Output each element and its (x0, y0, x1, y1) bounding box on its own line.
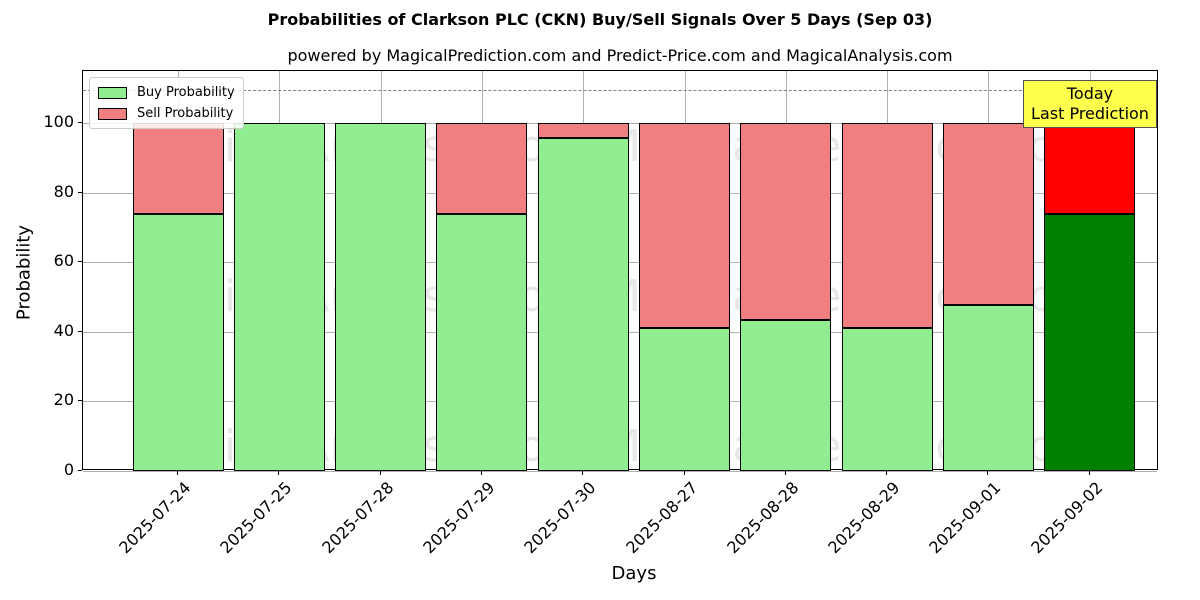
buy-bar (841, 328, 933, 471)
x-tick-label: 2025-09-01 (925, 478, 1005, 558)
x-tick-mark (886, 470, 888, 475)
y-axis-title: Probability (13, 224, 35, 321)
y-tick-mark (78, 261, 82, 263)
buy-bar (1044, 213, 1136, 471)
sell-bar (537, 123, 629, 139)
sell-bar (1044, 123, 1136, 214)
y-tick-mark (78, 122, 82, 124)
sell-bar (132, 123, 224, 214)
y-tick-label: 60 (53, 251, 74, 271)
x-tick-label: 2025-07-24 (115, 478, 195, 558)
x-tick-label: 2025-08-27 (621, 478, 701, 558)
buy-bar (335, 123, 427, 471)
x-tick-label: 2025-07-25 (216, 478, 296, 558)
plot-area: MagicalAnalysis.comMagicalPrediction.com… (82, 70, 1158, 472)
annotation-line-2: Last Prediction (1031, 104, 1149, 123)
chart-subtitle: powered by MagicalPrediction.com and Pre… (287, 46, 953, 65)
x-tick-label: 2025-07-29 (419, 478, 499, 558)
x-tick-label: 2025-07-30 (520, 478, 600, 558)
sell-bar (942, 123, 1034, 306)
today-annotation: Today Last Prediction (1023, 80, 1157, 128)
y-tick-label: 0 (63, 460, 74, 479)
sell-bar (841, 123, 933, 329)
x-tick-mark (379, 470, 381, 475)
sell-bar (740, 123, 832, 321)
sell-swatch-icon (98, 107, 127, 120)
x-tick-mark (177, 470, 178, 475)
chart-title: Probabilities of Clarkson PLC (CKN) Buy/… (267, 10, 933, 29)
y-tick-mark (78, 330, 82, 332)
x-tick-label: 2025-08-29 (824, 478, 904, 558)
y-tick-mark (78, 400, 82, 402)
buy-bar (233, 123, 325, 471)
reference-line (83, 90, 1157, 91)
sell-bar (639, 123, 730, 329)
y-tick-label: 40 (53, 320, 74, 340)
x-tick-label: 2025-07-28 (317, 478, 398, 558)
x-tick-mark (582, 470, 584, 475)
x-tick-mark (784, 470, 786, 475)
sell-bar (436, 123, 528, 214)
legend: Buy Probability Sell Probability (89, 77, 244, 129)
y-tick-mark (78, 470, 82, 471)
x-tick-mark (278, 470, 280, 475)
y-tick-label: 100 (43, 112, 74, 132)
legend-item-sell: Sell Probability (98, 103, 235, 124)
y-tick-mark (78, 191, 82, 193)
x-tick-label: 2025-08-28 (723, 478, 803, 558)
x-axis-title: Days (611, 563, 657, 584)
x-tick-mark (480, 470, 482, 475)
legend-sell-label: Sell Probability (137, 106, 234, 121)
x-tick-mark (683, 470, 685, 475)
buy-bar (537, 138, 629, 471)
buy-bar (436, 213, 528, 471)
buy-swatch-icon (98, 86, 127, 99)
x-tick-mark (987, 470, 989, 475)
x-tick-label: 2025-09-02 (1026, 478, 1107, 558)
buy-bar (740, 320, 832, 471)
legend-item-buy: Buy Probability (98, 82, 235, 103)
legend-buy-label: Buy Probability (137, 85, 235, 100)
gridline-h (83, 471, 1157, 472)
y-tick-label: 20 (53, 390, 74, 410)
annotation-line-1: Today (1066, 84, 1114, 103)
buy-bar (942, 305, 1034, 471)
buy-bar (132, 213, 224, 471)
y-tick-label: 80 (53, 181, 74, 201)
x-tick-mark (1088, 470, 1090, 475)
buy-bar (639, 328, 730, 471)
